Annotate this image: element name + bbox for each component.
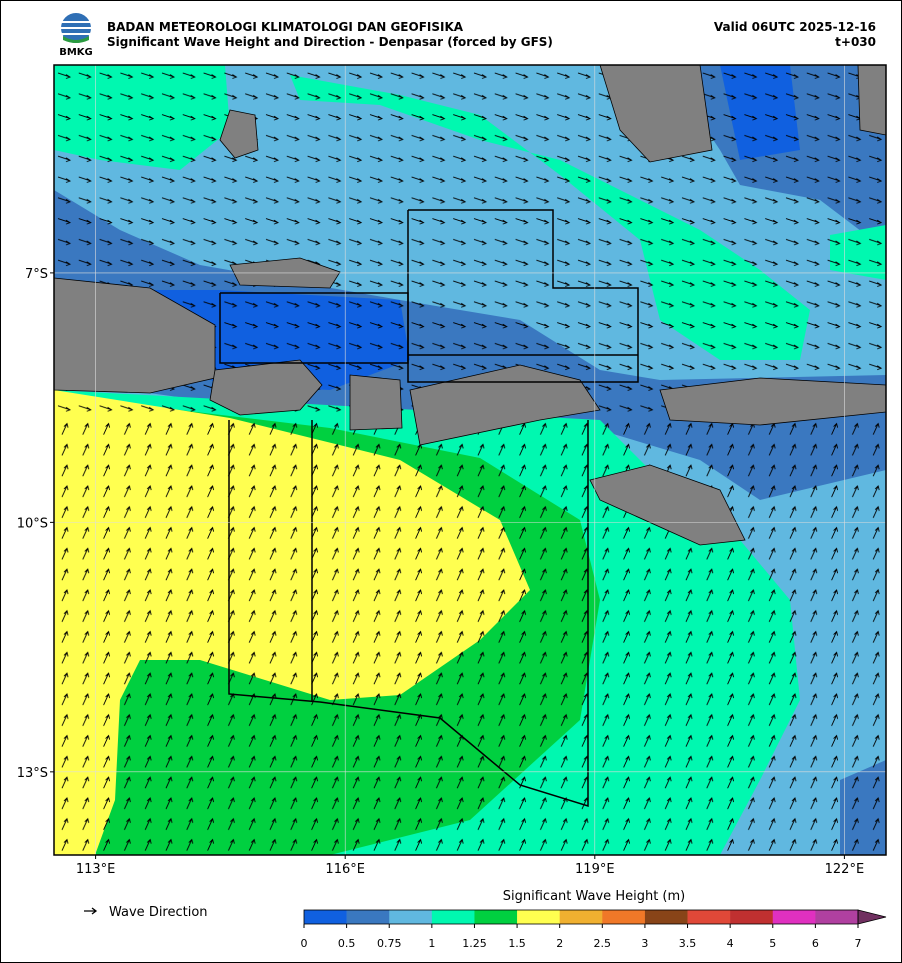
direction-arrows [54,420,886,855]
flores [659,377,886,426]
colorbar-tick-label: 4 [727,937,734,950]
colorbar-segment [730,910,774,924]
colorbar: 0 0.5 0.75 1 1.25 1.5 2 2.5 3 3.5 4 5 6 7 [301,909,887,950]
colorbar-segment [559,910,603,924]
colorbar-segment [389,910,433,924]
colorbar-tick-label: 3.5 [679,937,697,950]
map-frame [53,64,887,856]
header: BMKG BADAN METEOROLOGI KLIMATOLOGI DAN G… [59,13,876,58]
y-tick-label: 13°S [17,766,48,781]
y-tick-label: 10°S [17,516,48,531]
sulawesi [599,65,713,163]
colorbar-segment [346,910,390,924]
colorbar-tick-label: 6 [812,937,819,950]
island [219,109,259,159]
sumbawa [409,364,601,446]
valid-time: Valid 06UTC 2025-12-16 [714,20,876,34]
colorbar-segment [517,910,560,924]
grid [54,65,886,855]
area-outline [407,209,639,383]
legend: Wave Direction [84,905,208,920]
colorbar-segment [304,910,347,924]
x-tick-label: 119°E [575,862,615,877]
colorbar-tick-label: 3 [641,937,648,950]
title: Significant Wave Height and Direction - … [107,35,553,49]
colorbar-tick-label: 0.5 [338,937,356,950]
y-tick-label: 7°S [25,267,48,282]
lead-time: t+030 [835,35,876,49]
logo-base [63,36,89,43]
legend-arrow [84,907,98,915]
x-tick-label: 122°E [825,862,865,877]
colorbar-frame [303,909,859,925]
colorbar-tick-label: 5 [769,937,776,950]
colorbar-segment [815,910,859,924]
colorbar-tick-label: 7 [855,937,862,950]
colorbar-segment [602,910,646,924]
area-outline [228,420,589,808]
lombok [349,374,403,431]
colorbar-tick-label: 2.5 [594,937,612,950]
colorbar-tick-label: 2 [556,937,563,950]
logo-text: BMKG [59,47,93,58]
colorbar-tick-label: 0 [301,937,308,950]
colorbar-segment [431,910,475,924]
agency: BADAN METEOROLOGI KLIMATOLOGI DAN GEOFIS… [107,20,464,34]
colorbar-tick-label: 1.25 [462,937,487,950]
colorbar-segment [474,910,518,924]
bali [209,359,323,416]
logo-waves [61,21,91,35]
colorbar-tick-label: 0.75 [377,937,402,950]
legend-label: Wave Direction [109,905,208,920]
x-tick-label: 116°E [325,862,365,877]
land [54,65,886,546]
axes: 113°E 116°E 119°E 122°E 7°S 10°S 13°S [17,267,864,877]
map [54,65,886,855]
colorbar-segment [772,910,816,924]
colorbar-segment [687,910,731,924]
sumba [589,464,746,546]
x-tick-label: 113°E [76,862,116,877]
colorbar-segment [644,910,688,924]
colorbar-tick-label: 1.5 [508,937,526,950]
island [857,65,886,136]
colorbar-title: Significant Wave Height (m) [503,889,685,904]
colorbar-tick-label: 1 [428,937,435,950]
